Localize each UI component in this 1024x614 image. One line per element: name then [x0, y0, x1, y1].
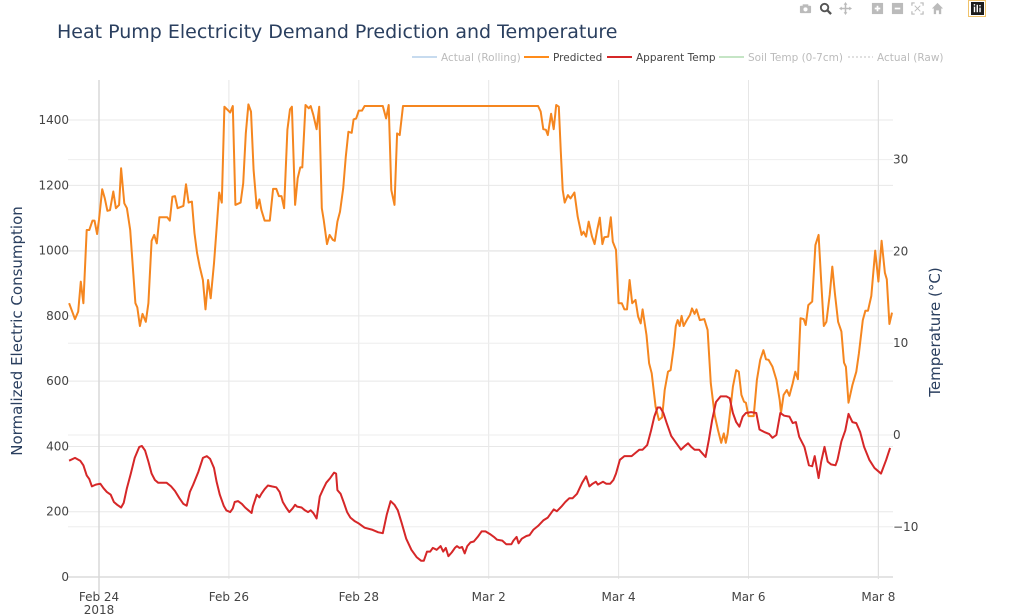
legend-item[interactable]: Soil Temp (0-7cm) — [719, 52, 843, 64]
y2-tick-label: −10 — [893, 520, 918, 534]
x-tick-label: Feb 24 — [79, 590, 119, 604]
x-tick-label: Mar 4 — [602, 590, 636, 604]
zoom-icon[interactable] — [818, 1, 832, 15]
zoom-in-icon[interactable] — [870, 1, 884, 15]
y-axis-ticks: 0 200 400 600 800 1000 1200 1400 — [38, 113, 69, 584]
legend-label: Predicted — [553, 52, 602, 64]
x-tick-label: Mar 2 — [472, 590, 506, 604]
camera-icon[interactable] — [798, 1, 812, 15]
y2-axis-ticks: −10 0 10 20 30 — [893, 153, 918, 534]
y2-tick-label: 10 — [893, 336, 908, 350]
y-tick-label: 0 — [61, 570, 69, 584]
y-tick-label: 1200 — [38, 178, 69, 192]
legend-label: Apparent Temp — [636, 52, 716, 64]
chart-title: Heat Pump Electricity Demand Prediction … — [57, 21, 617, 43]
pan-icon[interactable] — [838, 1, 852, 15]
y2-tick-label: 30 — [893, 153, 908, 167]
zoom-out-icon[interactable] — [890, 1, 904, 15]
legend-label: Soil Temp (0-7cm) — [748, 52, 843, 64]
y-axis-title: Normalized Electric Consumption — [8, 206, 26, 456]
modebar — [798, 0, 986, 17]
autoscale-icon[interactable] — [910, 1, 924, 15]
y-tick-label: 1000 — [38, 244, 69, 258]
legend-item[interactable]: Predicted — [524, 52, 602, 64]
series-line-predicted — [68, 103, 893, 444]
legend-item[interactable]: Actual (Rolling) — [412, 52, 521, 64]
series-line-apparent-temp — [68, 395, 892, 562]
gridlines — [68, 80, 893, 579]
series-layer — [68, 103, 893, 562]
legend-label: Actual (Raw) — [877, 52, 944, 64]
y2-axis-title: Temperature (°C) — [926, 267, 944, 397]
x-tick-label: Mar 6 — [731, 590, 765, 604]
y-tick-label: 800 — [46, 309, 69, 323]
legend-item[interactable]: Apparent Temp — [607, 52, 716, 64]
x-tick-sublabel: 2018 — [84, 603, 115, 614]
y-tick-label: 400 — [46, 439, 69, 453]
plotly-logo[interactable] — [968, 0, 986, 17]
y2-tick-label: 20 — [893, 244, 908, 258]
y-tick-label: 200 — [46, 505, 69, 519]
y-tick-label: 1400 — [38, 113, 69, 127]
y2-tick-label: 0 — [893, 428, 901, 442]
home-icon[interactable] — [930, 1, 944, 15]
legend: Actual (Rolling) Predicted Apparent Temp So… — [412, 52, 944, 64]
x-tick-label: Mar 8 — [861, 590, 895, 604]
legend-label: Actual (Rolling) — [441, 52, 521, 64]
x-tick-label: Feb 28 — [339, 590, 379, 604]
x-tick-label: Feb 26 — [209, 590, 249, 604]
y-tick-label: 600 — [46, 374, 69, 388]
x-axis-baseline — [98, 80, 880, 600]
legend-item[interactable]: Actual (Raw) — [848, 52, 944, 64]
